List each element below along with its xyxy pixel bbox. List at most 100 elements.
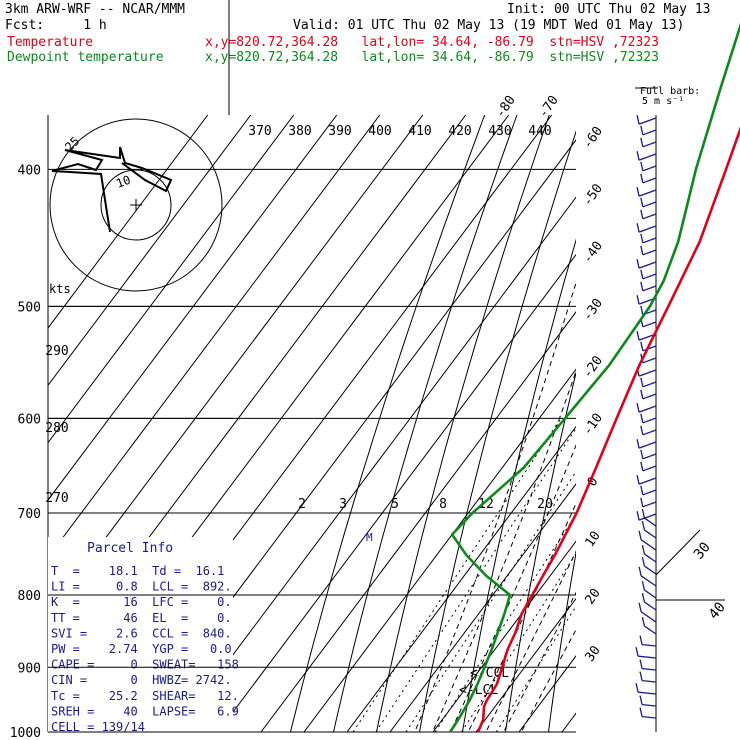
theta-label: 440	[528, 124, 551, 139]
mixing-ratio-label: 5	[391, 497, 399, 512]
parcel-info-panel: Parcel Info T = 18.1 Td = 16.1 LI = 0.8 LC…	[48, 305, 239, 734]
wind-barb	[640, 611, 657, 623]
wind-barb	[642, 381, 657, 388]
wind-barb	[638, 225, 657, 233]
wind-barb	[642, 703, 657, 707]
theta-label: 390	[328, 124, 351, 139]
theta-label: 370	[248, 124, 271, 139]
wind-barb	[642, 237, 657, 244]
isotherm	[605, 115, 740, 732]
parcel-info-title: Parcel Info	[87, 541, 173, 556]
wind-barb	[638, 261, 657, 269]
dry-adiabat	[461, 238, 576, 732]
wind-barb	[640, 485, 644, 495]
wind-barb	[642, 141, 657, 148]
wind-barb	[640, 173, 644, 183]
wind-barb	[640, 269, 644, 279]
barb-legend-title: Full barb:	[640, 86, 700, 97]
wind-barb	[640, 377, 644, 387]
hodograph-units: kts	[49, 282, 71, 296]
isotherm	[174, 196, 576, 732]
wind-barb	[636, 259, 640, 269]
wind-barb	[640, 389, 644, 399]
wind-barb	[640, 449, 644, 459]
wind-barb	[638, 530, 642, 540]
isotherm	[48, 115, 338, 501]
mixing-ratio-label: 8	[439, 497, 447, 512]
isotherm	[48, 115, 381, 559]
wind-barb	[641, 556, 646, 567]
init-time: Init: 00 UTC Thu 02 May 13	[507, 2, 711, 17]
theta-label: 290	[45, 344, 68, 359]
pressure-label: 600	[18, 412, 41, 427]
melting-level-marker: M	[366, 531, 373, 544]
mixing-ratio-label: 20	[537, 497, 553, 512]
wind-barb	[642, 129, 657, 136]
wind-barb	[639, 671, 643, 681]
wind-barb	[638, 513, 657, 521]
parcel-info-row: K = 16 LFC = 0.	[51, 595, 232, 609]
wind-barb	[640, 137, 644, 147]
ccl-marker: <-CCL	[470, 666, 509, 681]
moist-adiabat	[503, 591, 576, 732]
wind-barb	[641, 592, 646, 603]
pressure-label: 700	[18, 507, 41, 522]
wind-barb	[642, 667, 657, 671]
isotherm-label: -20	[580, 353, 606, 381]
isotherm-label: 20	[582, 586, 603, 607]
dry-adiabat	[676, 0, 740, 740]
isotherm	[260, 311, 576, 732]
wind-barb	[640, 341, 644, 351]
wind-barb	[642, 201, 657, 208]
theta-label: 400	[368, 124, 391, 139]
temperature-legend-label: Temperature	[7, 35, 94, 50]
isotherm-label: -50	[580, 181, 606, 209]
theta-label: 420	[448, 124, 471, 139]
isotherm-label: 10	[582, 529, 603, 550]
wind-barb	[644, 529, 657, 539]
wind-barb	[642, 429, 657, 436]
parcel-info-row: CAPE = 0 SWEAT= 158	[51, 658, 239, 672]
barb-scale-line	[655, 529, 701, 576]
dry-adiabat	[504, 371, 576, 732]
model-title: 3km ARW-WRF -- NCAR/MMM	[5, 2, 186, 17]
wind-barb	[638, 153, 657, 161]
wind-barb	[641, 520, 646, 531]
wind-barb	[644, 517, 657, 527]
wind-barb	[642, 453, 657, 460]
isotherm-label: -60	[580, 124, 606, 152]
wind-barb	[640, 305, 644, 315]
isotherm	[303, 368, 576, 732]
theta-label: 280	[45, 421, 68, 436]
temperature-profile-line	[476, 126, 740, 733]
wind-barb	[642, 249, 657, 256]
wind-barb	[636, 475, 640, 485]
dry-adiabat	[588, 0, 740, 740]
parcel-info-row: Tc = 25.2 SHEAR= 12.	[51, 689, 239, 703]
wind-barb	[639, 659, 643, 669]
pressure-label: 500	[18, 300, 41, 315]
wind-barb	[642, 321, 657, 328]
wind-barb	[638, 691, 657, 695]
wind-barb	[642, 357, 657, 364]
hodograph-ring	[100, 169, 172, 241]
wind-barb	[642, 177, 657, 184]
wind-barb	[644, 589, 657, 599]
dry-adiabat	[332, 115, 518, 732]
isotherm	[346, 425, 576, 732]
parcel-info-row: CELL = 139/14	[51, 720, 145, 734]
pressure-label: 1000	[10, 726, 41, 740]
wind-barb	[636, 439, 640, 449]
moist-adiabat	[414, 281, 576, 732]
moist-adiabat	[467, 502, 576, 732]
wind-barb	[636, 331, 640, 341]
wind-barb	[642, 393, 657, 400]
wind-barb	[638, 477, 657, 485]
pressure-label: 300	[18, 0, 41, 2]
wind-barb	[638, 369, 657, 377]
hodograph-trace	[51, 146, 173, 233]
wind-barb	[636, 295, 640, 305]
wind-barb	[642, 345, 657, 352]
wind-barb	[638, 566, 642, 576]
wind-barb	[638, 602, 642, 612]
